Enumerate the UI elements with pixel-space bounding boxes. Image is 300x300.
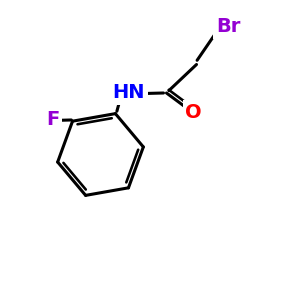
Text: O: O bbox=[185, 103, 202, 122]
Text: F: F bbox=[46, 110, 60, 129]
Text: HN: HN bbox=[113, 83, 145, 103]
Text: Br: Br bbox=[216, 17, 240, 37]
